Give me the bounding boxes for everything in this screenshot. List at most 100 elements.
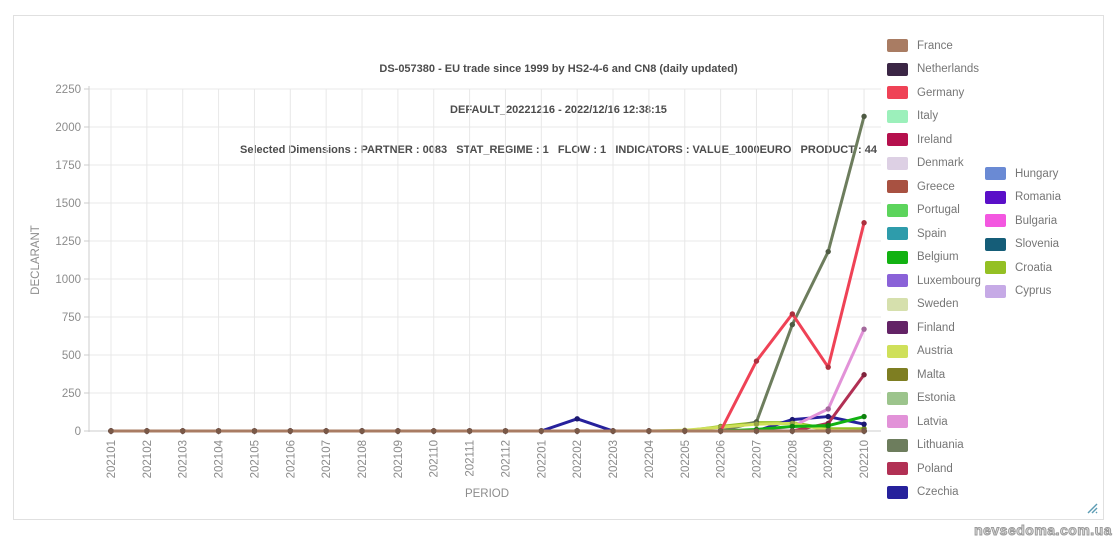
- legend-item-portugal[interactable]: Portugal: [887, 202, 981, 219]
- legend-item-estonia[interactable]: Estonia: [887, 390, 981, 407]
- legend-swatch-icon: [984, 237, 1006, 251]
- legend-label: Germany: [917, 86, 965, 99]
- legend-swatch-icon: [887, 344, 908, 358]
- legend-item-latvia[interactable]: Latvia: [887, 413, 981, 430]
- svg-text:2250: 2250: [55, 84, 81, 96]
- svg-text:202102: 202102: [142, 440, 154, 478]
- legend-label: Greece: [917, 180, 955, 193]
- legend-swatch-icon: [887, 368, 908, 381]
- svg-text:DECLARANT: DECLARANT: [30, 225, 42, 295]
- legend-label: Bulgaria: [1014, 214, 1058, 227]
- chart-title: DS-057380 - EU trade since 1999 by HS2-4…: [379, 63, 738, 75]
- legend-swatch-icon: [887, 415, 908, 428]
- svg-text:202204: 202204: [644, 439, 656, 478]
- legend-item-czechia[interactable]: Czechia: [887, 484, 981, 501]
- legend-item-luxembourg[interactable]: Luxembourg: [887, 272, 981, 289]
- svg-text:202209: 202209: [823, 440, 835, 478]
- svg-text:0: 0: [75, 426, 81, 438]
- legend-item-lithuania[interactable]: Lithuania: [887, 437, 981, 454]
- legend-swatch-icon: [984, 261, 1006, 274]
- legend-item-germany[interactable]: Germany: [887, 84, 981, 101]
- legend-label: Lithuania: [917, 439, 964, 451]
- legend-item-austria[interactable]: Austria: [887, 343, 981, 360]
- legend-item-poland[interactable]: Poland: [887, 460, 981, 477]
- legend-item-slovenia[interactable]: Slovenia: [984, 236, 1061, 253]
- legend-swatch-icon: [887, 321, 908, 334]
- svg-text:1750: 1750: [55, 160, 81, 172]
- legend-item-malta[interactable]: Malta: [887, 366, 981, 383]
- legend-item-cyprus[interactable]: Cyprus: [984, 283, 1061, 300]
- legend-label: Cyprus: [1014, 285, 1052, 297]
- legend-label: Netherlands: [917, 63, 980, 75]
- legend-item-romania[interactable]: Romania: [984, 189, 1061, 206]
- legend-swatch-icon: [887, 39, 908, 52]
- legend-item-sweden[interactable]: Sweden: [887, 296, 981, 313]
- legend-swatch-icon: [984, 284, 1006, 298]
- legend-swatch-icon: [887, 133, 908, 146]
- legend-item-bulgaria[interactable]: Bulgaria: [984, 212, 1061, 229]
- legend-swatch-icon: [887, 62, 908, 76]
- svg-text:202105: 202105: [249, 440, 261, 478]
- legend-label: Spain: [917, 227, 947, 240]
- legend-item-france[interactable]: France: [887, 37, 981, 54]
- svg-text:500: 500: [62, 350, 81, 362]
- svg-text:202106: 202106: [285, 440, 297, 478]
- legend-label: Sweden: [917, 298, 959, 310]
- chart-header: DS-057380 - EU trade since 1999 by HS2-4…: [14, 36, 1103, 185]
- legend-item-croatia[interactable]: Croatia: [984, 259, 1061, 276]
- legend-label: Poland: [917, 462, 953, 475]
- legend-item-ireland[interactable]: Ireland: [887, 131, 981, 148]
- svg-text:202108: 202108: [357, 440, 369, 478]
- svg-text:1250: 1250: [55, 236, 81, 248]
- legend-label: Romania: [1014, 191, 1061, 203]
- legend-column-1: France Netherlands Germany Italy Ireland Denm…: [887, 37, 981, 507]
- legend-swatch-icon: [887, 391, 908, 405]
- legend-label: Malta: [917, 368, 946, 381]
- legend-label: Austria: [917, 345, 953, 357]
- legend-label: Luxembourg: [917, 274, 981, 287]
- legend-item-netherlands[interactable]: Netherlands: [887, 61, 981, 78]
- legend-label: Estonia: [917, 392, 956, 404]
- watermark: nevsedoma.com.ua: [974, 522, 1112, 539]
- legend-swatch-icon: [887, 109, 908, 123]
- resize-handle-icon[interactable]: [1086, 502, 1098, 514]
- svg-text:202110: 202110: [429, 440, 441, 478]
- legend-swatch-icon: [887, 297, 908, 311]
- svg-text:202103: 202103: [178, 440, 190, 478]
- legend-label: Italy: [917, 110, 939, 122]
- legend-swatch-icon: [887, 438, 908, 452]
- legend-label: Slovenia: [1014, 238, 1060, 250]
- chart-subtitle: DEFAULT_20221216 - 2022/12/16 12:38:15: [450, 103, 667, 116]
- svg-text:202206: 202206: [716, 440, 728, 478]
- legend-swatch-icon: [984, 214, 1006, 227]
- legend-swatch-icon: [887, 462, 908, 475]
- svg-text:202112: 202112: [500, 440, 512, 478]
- legend-item-finland[interactable]: Finland: [887, 319, 981, 336]
- svg-text:250: 250: [62, 388, 81, 400]
- svg-text:2000: 2000: [55, 122, 81, 134]
- chart-dimensions: Selected Dimensions : PARTNER : 0083 STA…: [240, 144, 877, 156]
- svg-text:202111: 202111: [465, 440, 477, 477]
- chart-widget: DS-057380 - EU trade since 1999 by HS2-4…: [13, 15, 1104, 520]
- legend-label: Hungary: [1014, 167, 1059, 180]
- legend-item-hungary[interactable]: Hungary: [984, 165, 1061, 182]
- legend-item-belgium[interactable]: Belgium: [887, 249, 981, 266]
- legend-label: Belgium: [917, 251, 959, 263]
- legend-swatch-icon: [887, 227, 908, 240]
- legend-label: Finland: [917, 321, 955, 334]
- svg-text:202201: 202201: [536, 440, 548, 478]
- legend-swatch-icon: [887, 203, 908, 217]
- legend-swatch-icon: [887, 274, 908, 287]
- legend-item-italy[interactable]: Italy: [887, 108, 981, 125]
- legend-swatch-icon: [887, 180, 908, 193]
- legend-swatch-icon: [887, 156, 908, 170]
- svg-text:202208: 202208: [787, 440, 799, 478]
- svg-text:1000: 1000: [55, 274, 81, 286]
- legend-swatch-icon: [887, 86, 908, 99]
- legend: France Netherlands Germany Italy Ireland Denm…: [887, 37, 1061, 507]
- chart-plot-area: 0 250 500 750 1000 1250 1500 1750 2000 2250 202101…: [30, 84, 881, 500]
- svg-text:202205: 202205: [680, 440, 692, 478]
- legend-item-spain[interactable]: Spain: [887, 225, 981, 242]
- legend-item-greece[interactable]: Greece: [887, 178, 981, 195]
- legend-item-denmark[interactable]: Denmark: [887, 155, 981, 172]
